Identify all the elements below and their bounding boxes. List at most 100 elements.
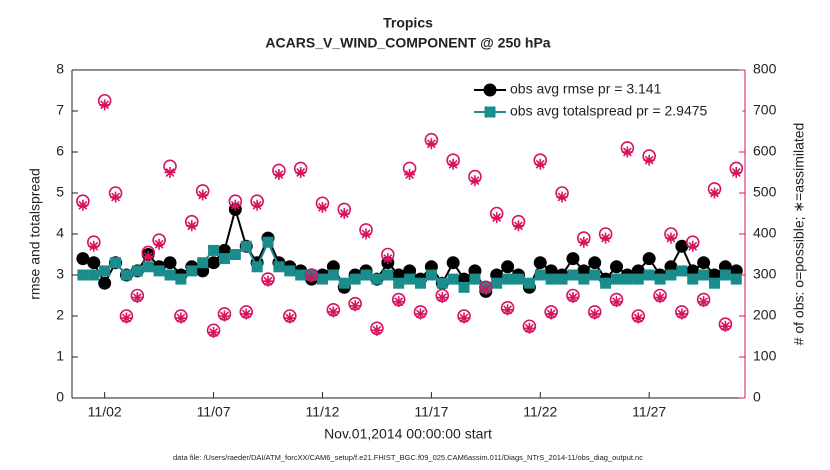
marker (491, 277, 503, 289)
marker (414, 308, 426, 320)
marker (218, 253, 230, 265)
marker (164, 269, 176, 281)
marker (447, 158, 459, 170)
y2-tick-label: 800 (753, 61, 777, 77)
y-tick-label: 3 (56, 266, 64, 282)
marker (697, 256, 711, 270)
marker (534, 269, 546, 281)
marker (523, 277, 535, 289)
marker (687, 273, 699, 285)
marker (295, 167, 307, 178)
marker (153, 265, 165, 277)
marker (642, 252, 656, 266)
marker (719, 269, 731, 281)
marker (675, 239, 689, 253)
y-tick-label: 5 (56, 184, 64, 200)
marker (567, 269, 579, 281)
y2-tick-label: 500 (753, 184, 777, 200)
y-tick-label: 2 (56, 307, 64, 323)
marker (458, 281, 470, 293)
marker (349, 273, 361, 285)
marker (469, 273, 481, 285)
y2-tick-label: 300 (753, 266, 777, 282)
marker (665, 232, 677, 244)
x-tick-label: 11/17 (414, 404, 448, 420)
marker (414, 277, 426, 289)
marker (643, 269, 655, 281)
marker (458, 312, 470, 324)
x-tick-label: 11/27 (632, 404, 666, 420)
y2-tick-label: 100 (753, 348, 777, 364)
marker (567, 292, 579, 304)
y2-tick-label: 400 (753, 225, 777, 241)
marker (251, 199, 263, 211)
marker (76, 252, 90, 266)
marker (142, 251, 154, 263)
marker (197, 257, 209, 269)
marker (709, 187, 721, 199)
marker (404, 273, 416, 285)
marker (338, 277, 350, 289)
y-tick-label: 6 (56, 143, 64, 159)
marker (566, 252, 580, 266)
marker (99, 265, 111, 277)
marker (88, 269, 100, 281)
marker (610, 296, 622, 308)
marker (120, 312, 132, 324)
marker (621, 273, 633, 285)
marker (371, 273, 383, 285)
x-tick-label: 11/07 (197, 404, 231, 420)
marker (197, 189, 209, 201)
marker (589, 308, 601, 320)
marker (131, 265, 143, 277)
y2-axis-label: # of obs: o=possible; ∗=assimilated (791, 123, 807, 346)
marker (556, 191, 568, 203)
marker (284, 312, 296, 324)
marker (632, 273, 644, 285)
marker (273, 169, 285, 181)
marker (446, 256, 460, 270)
marker (316, 273, 328, 285)
marker (698, 269, 710, 281)
marker (175, 312, 187, 324)
marker (338, 208, 350, 219)
marker (186, 265, 198, 277)
chart-title: Tropics (383, 15, 433, 31)
marker (533, 256, 547, 270)
y2-tick-label: 700 (753, 102, 777, 118)
x-tick-label: 11/22 (523, 404, 557, 420)
marker (730, 273, 742, 285)
footnote: data file: /Users/raeder/DAI/ATM_forcXX/… (173, 453, 643, 462)
marker (589, 269, 601, 281)
x-axis-label: Nov.01,2014 00:00:00 start (324, 426, 492, 442)
marker (163, 256, 177, 270)
marker (142, 261, 154, 273)
marker (534, 158, 546, 170)
marker (491, 212, 503, 224)
marker (425, 269, 437, 281)
marker (382, 253, 394, 265)
legend-marker (483, 83, 497, 97)
marker (556, 273, 568, 285)
marker (98, 276, 112, 290)
y-tick-label: 4 (56, 225, 64, 241)
marker (512, 273, 524, 285)
marker (393, 296, 405, 308)
marker (676, 308, 688, 320)
marker (186, 220, 198, 232)
marker (578, 236, 590, 248)
marker (687, 240, 699, 252)
marker (654, 292, 666, 304)
marker (164, 167, 176, 178)
marker (262, 275, 274, 287)
marker (175, 273, 187, 285)
marker (600, 277, 612, 289)
legend-label: obs avg rmse pr = 3.141 (510, 81, 662, 97)
marker (425, 138, 437, 150)
marker (609, 260, 623, 274)
y-tick-label: 1 (56, 348, 64, 364)
marker (545, 308, 557, 320)
y2-tick-label: 600 (753, 143, 777, 159)
marker (523, 322, 535, 334)
